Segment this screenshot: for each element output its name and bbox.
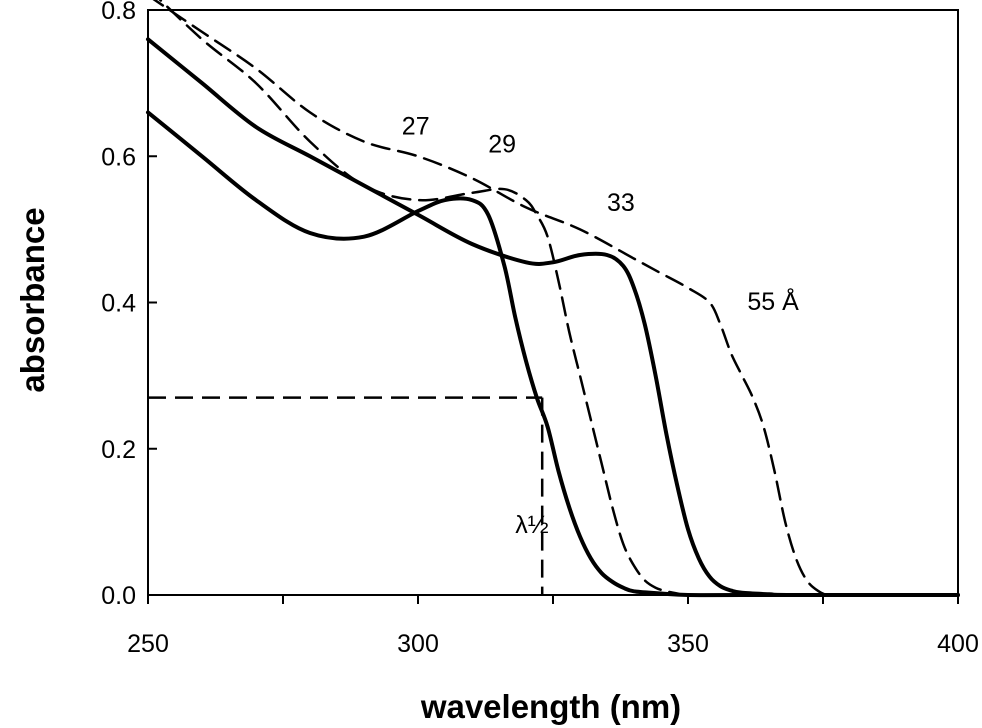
series-line-33 (146, 37, 960, 598)
annotations-layer: 27 29 33 55 Å λ½ (402, 112, 799, 539)
y-tick-label: 0.4 (101, 290, 136, 318)
y-axis-title: absorbance (14, 207, 51, 392)
y-tick-label: 0.0 (101, 582, 136, 610)
annotation-label: 29 (488, 131, 516, 159)
series-layer (146, 0, 960, 598)
annotation-label: λ½ (515, 511, 549, 539)
annotation-label: 27 (402, 112, 430, 140)
x-tick-label: 300 (397, 630, 439, 658)
y-tick-label: 0.2 (101, 436, 136, 464)
x-axis-title: wavelength (nm) (420, 688, 681, 725)
series-line-27 (146, 110, 960, 598)
y-tick-label: 0.8 (101, 0, 136, 25)
series-line-29 (158, 0, 960, 597)
reference-lines (148, 396, 544, 595)
x-tick-label: 250 (127, 630, 169, 658)
annotation-label: 55 Å (747, 286, 799, 316)
annotation-label: 33 (607, 189, 635, 217)
x-tick-label: 400 (937, 630, 979, 658)
x-tick-label: 350 (667, 630, 709, 658)
series-line-55 (152, 0, 960, 597)
ticks-layer: 250 300 350 400 0.0 0.2 0.4 0.6 0.8 (101, 0, 979, 658)
y-tick-label: 0.6 (101, 143, 136, 171)
